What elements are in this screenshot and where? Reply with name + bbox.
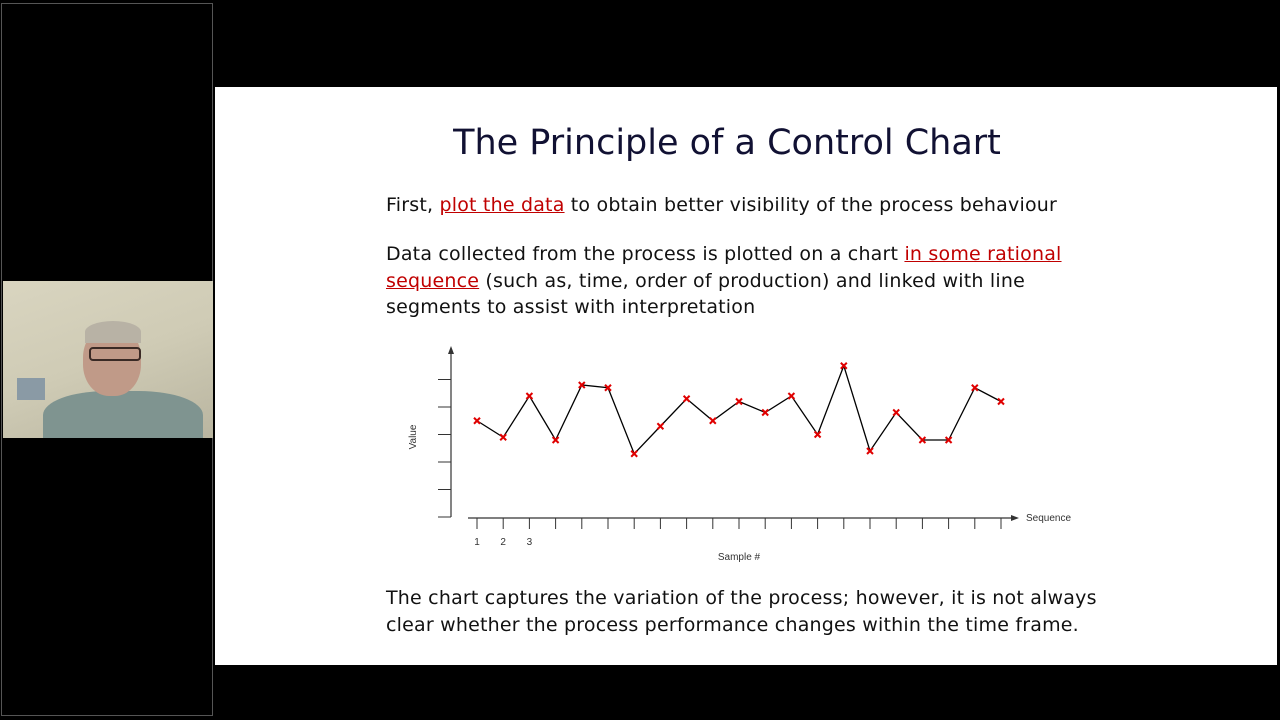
marker-stroke (866, 447, 874, 455)
x-tick-label: 1 (474, 537, 480, 548)
wall-poster (17, 378, 45, 400)
rational-sequence-link[interactable]: in some rational sequence (386, 243, 1062, 292)
marker-stroke (840, 362, 848, 370)
text: to obtain better visibility of the proce… (564, 194, 1058, 216)
slide-title: The Principle of a Control Chart (453, 123, 1001, 163)
x-tick-label: 2 (500, 537, 506, 548)
control-chart: 1 2 3 Sample # Sequence Value (408, 346, 1071, 563)
marker-stroke (892, 408, 900, 417)
presentation-slide: The Principle of a Control Chart First, … (215, 87, 1277, 665)
data-point-marker (578, 381, 586, 389)
data-point-marker (813, 430, 822, 439)
marker-stroke (682, 395, 691, 403)
data-point-marker (761, 408, 769, 417)
presenter-body (43, 391, 203, 438)
marker-stroke (499, 433, 507, 441)
data-point-marker (892, 408, 900, 417)
data-point-marker (840, 362, 848, 370)
text: Data collected from the process is plott… (386, 243, 905, 265)
presenter-webcam-video (3, 281, 213, 438)
marker-stroke (578, 381, 586, 389)
marker-stroke (656, 422, 665, 430)
data-point-marker (971, 384, 979, 392)
marker-stroke (918, 436, 927, 444)
marker-stroke (761, 408, 769, 417)
data-point-marker (866, 447, 874, 455)
data-point-marker (944, 436, 953, 444)
marker-stroke (551, 436, 560, 444)
data-point-marker (735, 397, 743, 406)
marker-stroke (735, 397, 743, 406)
data-point-marker (709, 417, 717, 425)
presenter-hair (85, 321, 141, 343)
data-point-marker (682, 395, 691, 403)
data-point-marker (918, 436, 927, 444)
x-axis-arrow (1011, 515, 1019, 521)
y-axis-label: Value (408, 424, 419, 449)
paragraph-1: First, plot the data to obtain better vi… (386, 192, 1057, 219)
data-point-marker (656, 422, 665, 430)
marker-stroke (787, 392, 796, 400)
presenter-glasses (89, 347, 141, 361)
text: First, (386, 194, 440, 216)
x-tick-label: 3 (527, 537, 533, 548)
marker-stroke (630, 450, 638, 458)
marker-stroke (604, 384, 612, 392)
data-point-marker (473, 417, 481, 425)
sequence-arrow-label: Sequence (1026, 513, 1071, 524)
marker-stroke (473, 417, 481, 425)
paragraph-3: The chart captures the variation of the … (386, 587, 1097, 636)
marker-stroke (997, 397, 1005, 406)
marker-stroke (525, 392, 534, 400)
marker-stroke (709, 417, 717, 425)
data-point-marker (997, 397, 1005, 406)
data-point-marker (630, 450, 638, 458)
data-point-marker (525, 392, 534, 400)
data-point-marker (499, 433, 507, 441)
y-axis-arrow (448, 346, 454, 354)
data-point-marker (551, 436, 560, 444)
marker-stroke (944, 436, 953, 444)
text: (such as, time, order of production) and… (386, 269, 1025, 319)
marker-stroke (813, 430, 822, 439)
x-axis-label: Sample # (718, 552, 761, 563)
data-point-marker (604, 384, 612, 392)
paragraph-2: Data collected from the process is plott… (386, 241, 1076, 321)
plot-the-data-link[interactable]: plot the data (439, 194, 565, 216)
marker-stroke (971, 384, 979, 392)
data-point-marker (787, 392, 796, 400)
